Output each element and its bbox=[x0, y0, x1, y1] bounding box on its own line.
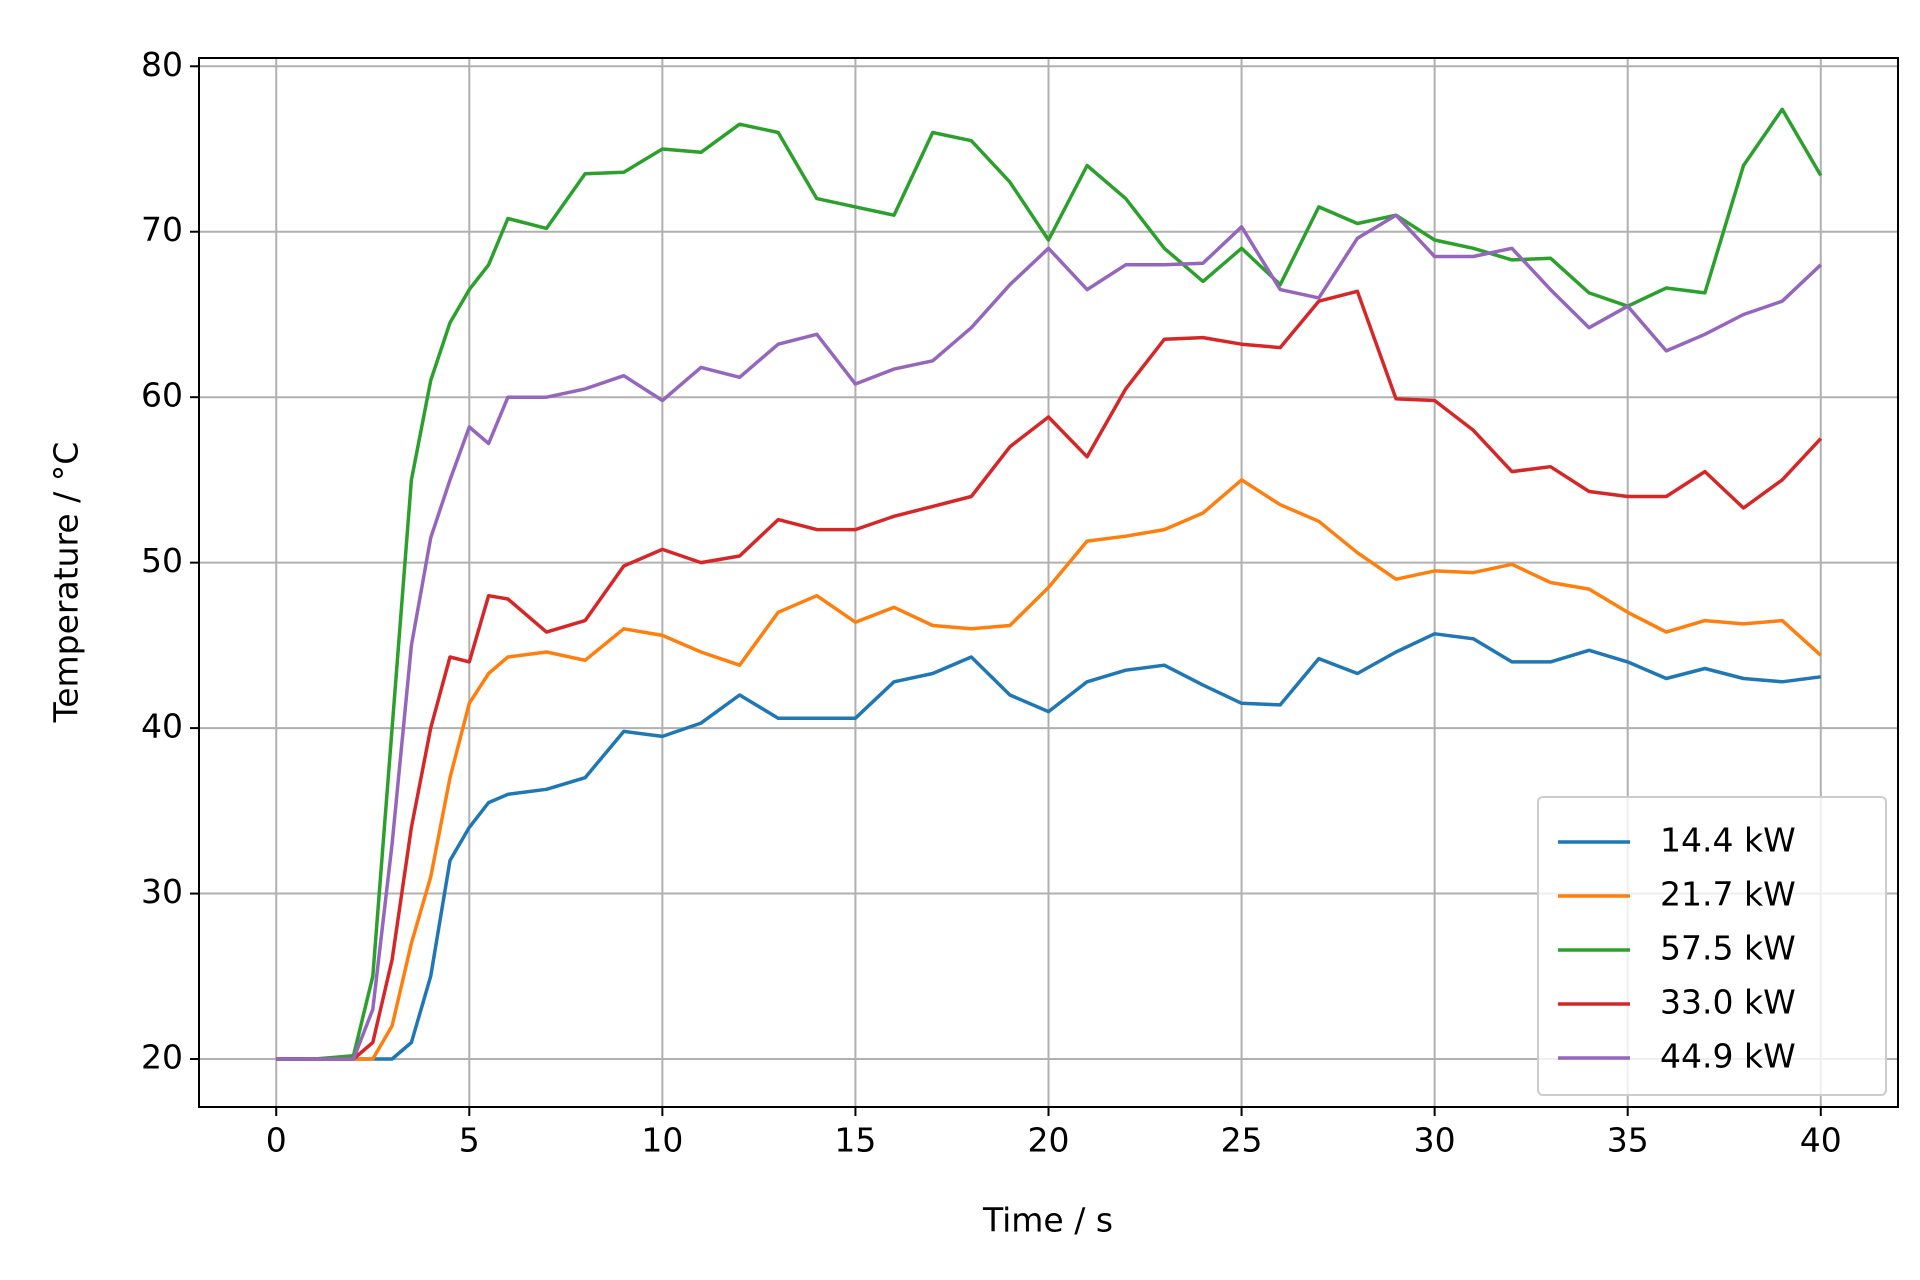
x-axis-label: Time / s bbox=[982, 1201, 1113, 1240]
data-line bbox=[276, 289, 1823, 1061]
x-tick-label: 10 bbox=[641, 1121, 683, 1160]
y-tick-label: 20 bbox=[141, 1038, 183, 1077]
y-tick-label: 30 bbox=[141, 872, 183, 911]
data-line bbox=[276, 632, 1822, 1061]
legend-label: 57.5 kW bbox=[1660, 929, 1796, 968]
x-tick-label: 25 bbox=[1221, 1121, 1263, 1160]
legend: 14.4 kW 21.7 kW 57.5 kW 33.0 kW 44.9 kW bbox=[1537, 796, 1887, 1096]
y-tick-label: 50 bbox=[141, 541, 183, 580]
x-tick-label: 5 bbox=[459, 1121, 480, 1160]
x-tick-label: 40 bbox=[1800, 1121, 1842, 1160]
x-tick-label: 20 bbox=[1028, 1121, 1070, 1160]
x-tick-label: 35 bbox=[1607, 1121, 1649, 1160]
x-tick-label: 0 bbox=[266, 1121, 287, 1160]
legend-label: 44.9 kW bbox=[1660, 1037, 1796, 1076]
y-tick-label: 40 bbox=[141, 707, 183, 746]
data-line bbox=[276, 213, 1823, 1061]
data-line bbox=[276, 478, 1822, 1061]
plot-frame bbox=[198, 57, 1899, 1108]
y-tick-label: 60 bbox=[141, 376, 183, 415]
y-axis-label: Temperature / °C bbox=[47, 442, 86, 724]
x-tick-label: 30 bbox=[1414, 1121, 1456, 1160]
legend-label: 33.0 kW bbox=[1660, 983, 1796, 1022]
legend-label: 14.4 kW bbox=[1660, 821, 1796, 860]
data-line bbox=[276, 107, 1823, 1061]
legend-label: 21.7 kW bbox=[1660, 875, 1796, 914]
y-tick-label: 70 bbox=[141, 210, 183, 249]
x-tick-label: 15 bbox=[834, 1121, 876, 1160]
y-tick-label: 80 bbox=[141, 45, 183, 84]
legend-box bbox=[1537, 796, 1887, 1096]
